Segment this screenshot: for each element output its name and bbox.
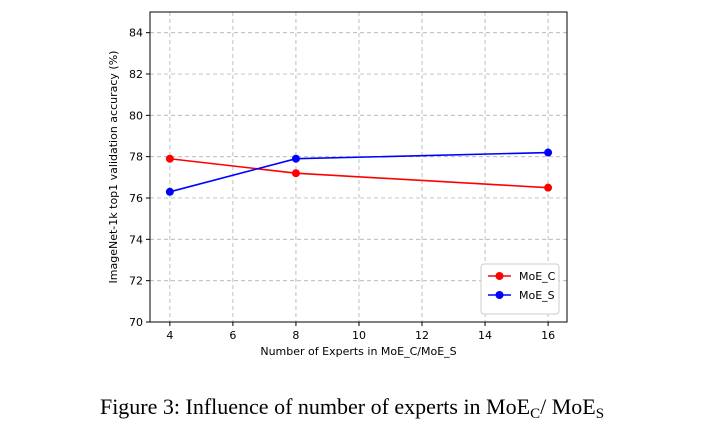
point [544,183,553,192]
plot-frame [149,11,568,323]
y-tick-label: 80 [129,109,143,122]
legend-marker [495,272,504,280]
x-tick-label: 14 [478,329,492,342]
legend-marker [495,291,504,299]
x-tick-label: 8 [292,329,299,342]
legend-label: MoE_C [519,270,556,283]
x-tick-label: 4 [166,329,173,342]
x-tick-label: 10 [352,329,366,342]
caption-subscript: S [596,406,604,422]
caption: Figure 3: Influence of number of experts… [100,394,604,422]
y-tick-label: 76 [129,192,143,205]
caption-text: Figure 3: Influence of number of experts… [100,394,530,419]
x-tick-label: 16 [541,329,555,342]
y-tick-label: 72 [129,275,143,288]
caption-text: / MoE [540,394,596,419]
legend-label: MoE_S [519,289,555,302]
x-axis-label: Number of Experts in MoE_C/MoE_S [260,345,456,358]
series-line [169,151,549,193]
caption-subscript: C [530,406,540,422]
point [544,148,553,157]
y-tick-label: 84 [129,27,143,40]
point [291,169,300,178]
point [291,154,300,163]
y-tick-label: 74 [129,233,143,246]
y-tick-label: 82 [129,68,143,81]
point [165,187,174,196]
y-axis-label: ImageNet-1k top1 validation accuracy (%) [107,51,120,284]
x-tick-label: 12 [415,329,429,342]
point [165,154,174,163]
y-tick-label: 70 [129,316,143,329]
x-tick-label: 6 [229,329,236,342]
y-tick-label: 78 [129,151,143,164]
